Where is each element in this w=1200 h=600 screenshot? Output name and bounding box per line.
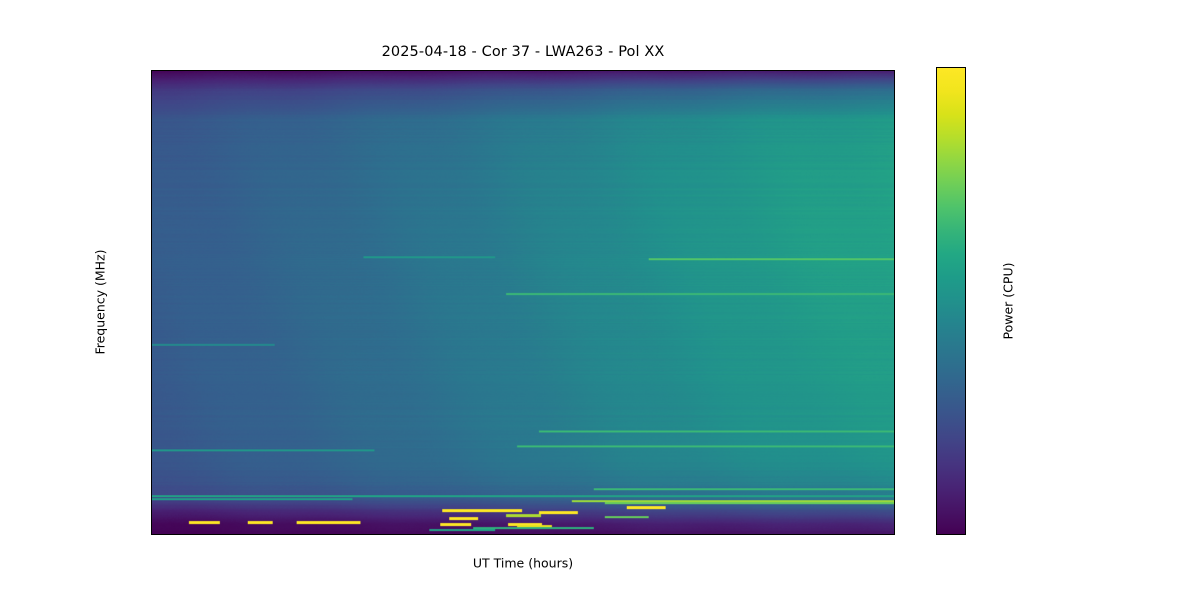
x-axis-minor-tick [871, 534, 872, 535]
x-axis-minor-tick [496, 534, 497, 535]
x-axis-tick [364, 534, 365, 535]
x-axis-minor-tick [716, 534, 717, 535]
y-axis-tick [151, 183, 152, 184]
x-axis-minor-tick [738, 534, 739, 535]
dynamic-spectrum-image [152, 71, 894, 534]
y-axis-minor-tick [151, 479, 152, 480]
x-axis-minor-tick [760, 534, 761, 535]
y-axis-minor-tick [151, 510, 152, 511]
x-axis-minor-tick [187, 534, 188, 535]
x-axis-tick [805, 534, 806, 535]
x-axis-minor-tick [430, 534, 431, 535]
y-axis-minor-tick [151, 230, 152, 231]
y-axis-tick [151, 432, 152, 433]
x-axis-minor-tick [297, 534, 298, 535]
colorbar-axes[interactable]: 510152025303540 [936, 67, 966, 535]
x-axis-minor-tick [628, 534, 629, 535]
x-axis-minor-tick [694, 534, 695, 535]
colorbar-label: Power (CPU) [1000, 262, 1016, 340]
x-axis-tick [474, 534, 475, 535]
x-axis-minor-tick [606, 534, 607, 535]
y-axis-minor-tick [151, 167, 152, 168]
y-axis-minor-tick [151, 354, 152, 355]
y-axis-minor-tick [151, 416, 152, 417]
y-axis-minor-tick [151, 292, 152, 293]
x-axis-tick [694, 534, 695, 535]
colorbar-tick [965, 439, 966, 440]
y-axis-minor-tick [151, 74, 152, 75]
colorbar-gradient [937, 68, 965, 534]
x-axis-minor-tick [849, 534, 850, 535]
x-axis-minor-tick [452, 534, 453, 535]
x-axis-tick [253, 534, 254, 535]
x-axis-minor-tick [650, 534, 651, 535]
y-axis-minor-tick [151, 323, 152, 324]
y-axis-minor-tick [151, 136, 152, 137]
colorbar-tick [965, 501, 966, 502]
y-axis-tick [151, 370, 152, 371]
y-axis-label: Frequency (MHz) [92, 249, 108, 355]
colorbar-tick [965, 192, 966, 193]
y-axis-minor-tick [151, 401, 152, 402]
y-axis-tick [151, 308, 152, 309]
x-axis-minor-tick [805, 534, 806, 535]
x-axis-minor-tick [782, 534, 783, 535]
colorbar-tick [965, 377, 966, 378]
x-axis-minor-tick [165, 534, 166, 535]
colorbar-tick [965, 253, 966, 254]
x-axis-minor-tick [540, 534, 541, 535]
x-axis-minor-tick [320, 534, 321, 535]
x-axis-minor-tick [672, 534, 673, 535]
y-axis-minor-tick [151, 339, 152, 340]
y-axis-tick [151, 245, 152, 246]
y-axis-tick [151, 494, 152, 495]
x-axis-minor-tick [408, 534, 409, 535]
x-axis-minor-tick [275, 534, 276, 535]
y-axis-minor-tick [151, 199, 152, 200]
y-axis-minor-tick [151, 152, 152, 153]
x-axis-minor-tick [893, 534, 894, 535]
x-axis-minor-tick [231, 534, 232, 535]
colorbar-tick [965, 130, 966, 131]
x-axis-minor-tick [474, 534, 475, 535]
page-title: 2025-04-18 - Cor 37 - LWA263 - Pol XX [381, 44, 665, 60]
x-axis-minor-tick [562, 534, 563, 535]
y-axis-minor-tick [151, 525, 152, 526]
colorbar-tick [965, 315, 966, 316]
colorbar-tick [965, 68, 966, 69]
y-axis-minor-tick [151, 214, 152, 215]
y-axis-tick [151, 121, 152, 122]
x-axis-minor-tick [518, 534, 519, 535]
y-axis-minor-tick [151, 276, 152, 277]
x-axis-minor-tick [584, 534, 585, 535]
y-axis-minor-tick [151, 463, 152, 464]
y-axis-minor-tick [151, 448, 152, 449]
x-axis-minor-tick [342, 534, 343, 535]
x-axis-minor-tick [364, 534, 365, 535]
y-axis-minor-tick [151, 90, 152, 91]
y-axis-minor-tick [151, 385, 152, 386]
x-axis-minor-tick [827, 534, 828, 535]
x-axis-minor-tick [386, 534, 387, 535]
y-axis-minor-tick [151, 261, 152, 262]
y-axis-minor-tick [151, 105, 152, 106]
x-axis-tick [584, 534, 585, 535]
x-axis-label: UT Time (hours) [472, 555, 574, 571]
x-axis-minor-tick [209, 534, 210, 535]
spectrogram-axes[interactable]: 78910111220304050607080 [151, 70, 895, 535]
x-axis-minor-tick [253, 534, 254, 535]
